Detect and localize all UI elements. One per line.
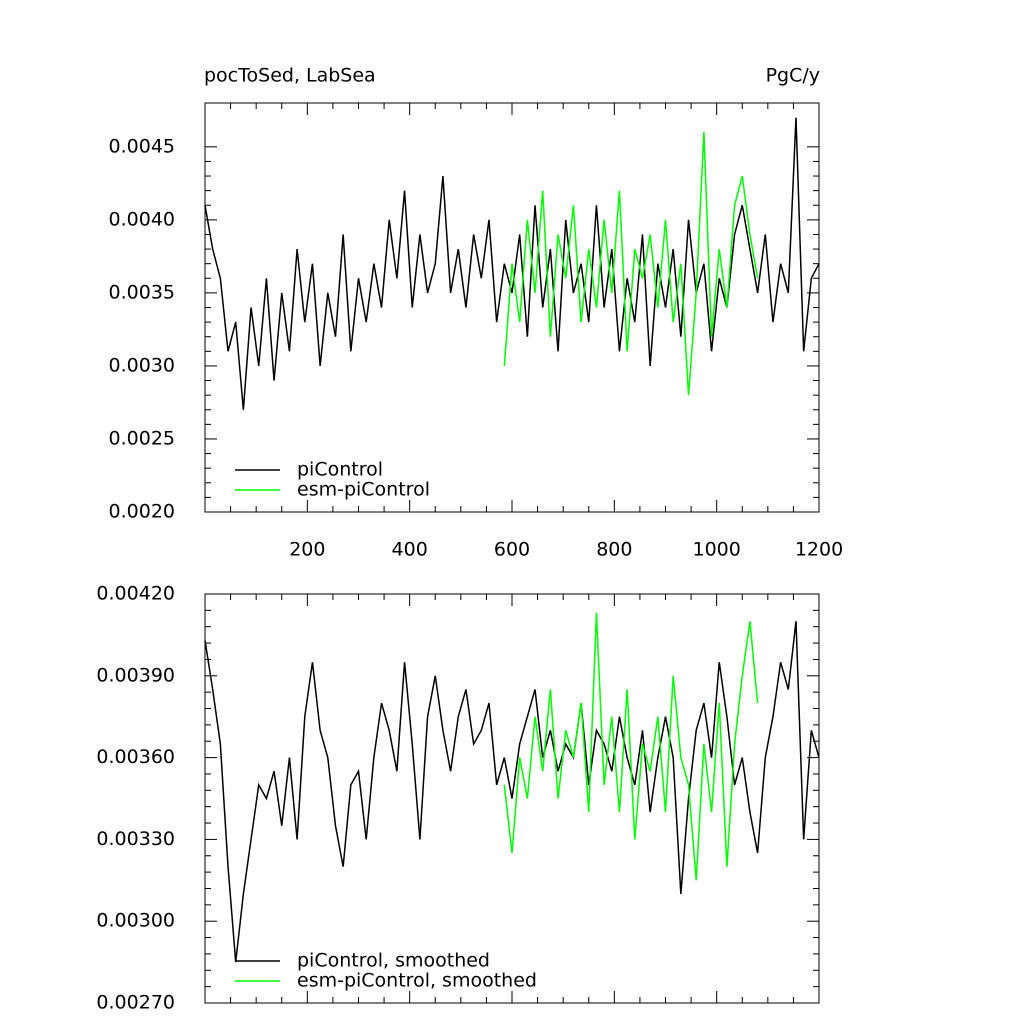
y-tick-label: 0.0020	[109, 501, 175, 523]
legend-label: esm-piControl	[297, 479, 430, 501]
y-tick-label: 0.0045	[109, 135, 175, 157]
series-line	[503, 613, 759, 881]
series-line	[503, 132, 759, 396]
y-tick-label: 0.0040	[109, 208, 175, 230]
x-tick-label: 1000	[692, 539, 740, 561]
y-tick-label: 0.0025	[109, 427, 175, 449]
x-tick-label: 600	[494, 539, 530, 561]
y-tick-label: 0.0030	[109, 354, 175, 376]
y-tick-label: 0.00360	[96, 746, 175, 768]
y-tick-label: 0.00300	[96, 910, 175, 932]
x-tick-label: 400	[392, 539, 428, 561]
legend-label: piControl, smoothed	[297, 950, 490, 972]
x-tick-label: 800	[596, 539, 632, 561]
y-tick-label: 0.0035	[109, 281, 175, 303]
y-tick-label: 0.00270	[96, 992, 175, 1014]
legend-label: piControl	[297, 459, 383, 481]
series-line	[204, 117, 820, 410]
x-tick-label: 1200	[795, 539, 843, 561]
units-label: PgC/y	[766, 65, 820, 87]
legend-label: esm-piControl, smoothed	[297, 970, 537, 992]
y-tick-label: 0.00330	[96, 828, 175, 850]
y-tick-label: 0.00420	[96, 583, 175, 605]
x-tick-label: 200	[289, 539, 325, 561]
panel-title: pocToSed, LabSea	[204, 65, 376, 87]
series-line	[204, 621, 820, 963]
y-tick-label: 0.00390	[96, 664, 175, 686]
